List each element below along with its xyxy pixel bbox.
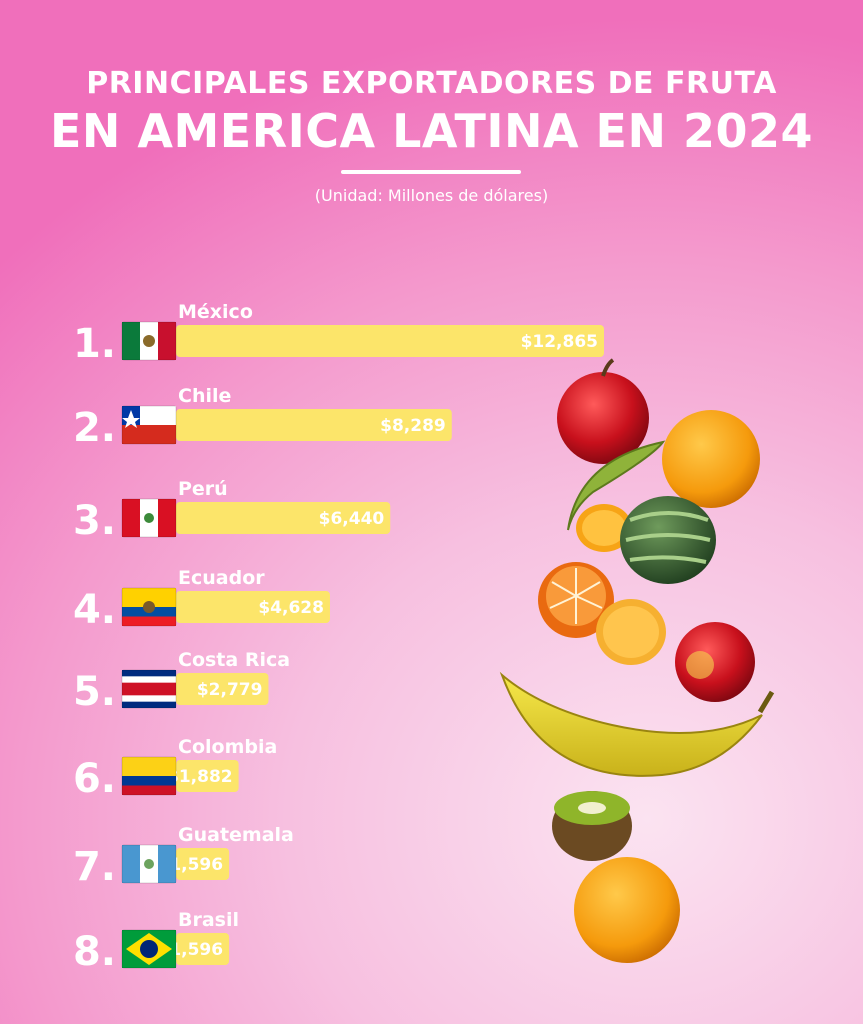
rank-label: 4. [73,587,116,633]
bar [176,848,230,880]
country-label: Brasil [178,909,239,931]
mexico-flag [121,321,177,361]
colombia-flag [121,756,177,796]
country-label: Costa Rica [178,649,290,671]
value-label: $12,865 [521,332,598,352]
apple-icon [557,358,649,464]
chart-row: $6,440 3. Perú [73,478,391,544]
value-label: $6,440 [319,509,385,529]
chart-row: $8,289 2. Chile [73,385,452,451]
orange-slice-icon [576,504,632,552]
value-label: $8,289 [380,416,446,436]
peru-flag [121,498,177,538]
costa-rica-flag [121,669,177,709]
unit-label: (Unidad: Millones de dólares) [314,186,549,205]
bar [176,409,452,441]
bar [176,673,269,705]
kiwi-icon [552,791,632,861]
country-label: Chile [178,385,231,407]
rank-label: 8. [73,929,116,975]
chart-row: $12,865 1. México [73,301,604,367]
bar [176,933,230,965]
rank-label: 6. [73,756,116,802]
rank-label: 1. [73,321,116,367]
country-label: Guatemala [178,824,294,846]
bar [176,502,391,534]
value-label: $2,779 [197,680,263,700]
ecuador-flag [121,587,177,627]
chart-title-line1: PRINCIPALES EXPORTADORES DE FRUTA [86,66,777,101]
chart-title-line2: EN AMERICA LATINA EN 2024 [49,104,814,158]
bar [176,325,604,357]
bar [176,760,239,792]
country-label: Perú [178,478,228,500]
rank-label: 7. [73,844,116,890]
bar [176,591,330,623]
rank-label: 3. [73,498,116,544]
watermelon-icon [620,496,716,584]
chart-row: $4,628 4. Ecuador [73,567,330,633]
country-label: Colombia [178,736,277,758]
banana-icon [499,671,775,777]
rank-label: 2. [73,405,116,451]
brazil-flag [121,929,177,969]
guatemala-flag [121,844,177,884]
apple-icon-2 [675,622,755,702]
rank-label: 5. [73,669,116,715]
chart-row: $1,882 6. Colombia [73,736,277,802]
country-label: Ecuador [178,567,265,589]
value-label: $4,628 [258,598,324,618]
orange-slice-icon-2 [596,599,666,665]
orange-icon [662,410,760,508]
country-label: México [178,301,253,323]
chile-flag [121,405,177,445]
halved-orange-icon [538,562,614,638]
chart-row: $2,779 5. Costa Rica [73,649,290,715]
title-divider [341,170,521,174]
orange-icon-2 [574,857,680,963]
value-label: $1,882 [167,767,233,787]
green-banana-icon [567,440,666,531]
